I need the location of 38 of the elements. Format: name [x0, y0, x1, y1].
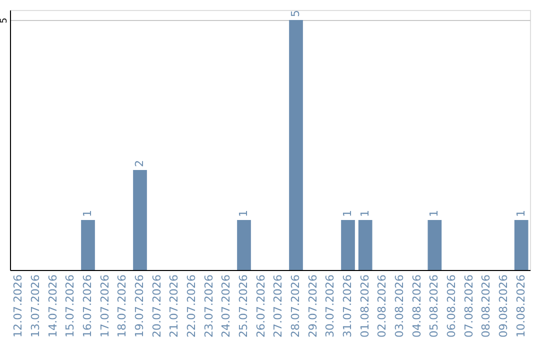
data-label: 1 [514, 210, 528, 217]
data-label: 1 [81, 210, 94, 217]
x-tick-label: 10.08.2026 [514, 274, 528, 338]
x-tick-label: 07.08.2026 [462, 274, 476, 338]
x-tick-label: 20.07.2026 [150, 274, 164, 338]
x-tick-label: 27.07.2026 [272, 274, 285, 338]
x-tick-label: 05.08.2026 [428, 274, 441, 338]
x-tick-label: 28.07.2026 [289, 274, 302, 338]
x-tick-label: 18.07.2026 [116, 274, 129, 338]
x-tick-label: 04.08.2026 [410, 274, 424, 338]
data-label: 1 [341, 210, 354, 217]
x-tick-label: 13.07.2026 [29, 274, 42, 338]
x-tick-label: 01.08.2026 [358, 274, 372, 338]
data-label: 1 [237, 210, 250, 217]
x-tick-label: 21.07.2026 [168, 274, 181, 338]
x-tick-label: 26.07.2026 [254, 274, 268, 338]
x-tick-label: 02.08.2026 [376, 274, 389, 338]
data-label: 2 [133, 160, 146, 167]
x-tick-label: 14.07.2026 [46, 274, 60, 338]
x-tick-label: 15.07.2026 [64, 274, 77, 338]
x-tick-label: 06.08.2026 [445, 274, 458, 338]
x-tick-label: 30.07.2026 [324, 274, 337, 338]
x-tick-label: 17.07.2026 [98, 274, 112, 338]
data-label: 5 [289, 10, 302, 17]
x-tick-label: 08.08.2026 [480, 274, 493, 338]
data-label: 1 [358, 210, 372, 217]
x-tick-label: 24.07.2026 [220, 274, 233, 338]
x-tick-label: 12.07.2026 [12, 274, 25, 338]
x-tick-label: 09.08.2026 [497, 274, 510, 338]
data-label: 1 [428, 210, 441, 217]
x-tick-label: 03.08.2026 [393, 274, 406, 338]
x-tick-label: 29.07.2026 [306, 274, 320, 338]
x-tick-label: 23.07.2026 [202, 274, 216, 338]
x-tick-label: 25.07.2026 [237, 274, 250, 338]
x-tick-label: 22.07.2026 [185, 274, 198, 338]
x-tick-label: 16.07.2026 [81, 274, 94, 338]
x-tick-label: 31.07.2026 [341, 274, 354, 338]
x-tick-label: 19.07.2026 [133, 274, 146, 338]
